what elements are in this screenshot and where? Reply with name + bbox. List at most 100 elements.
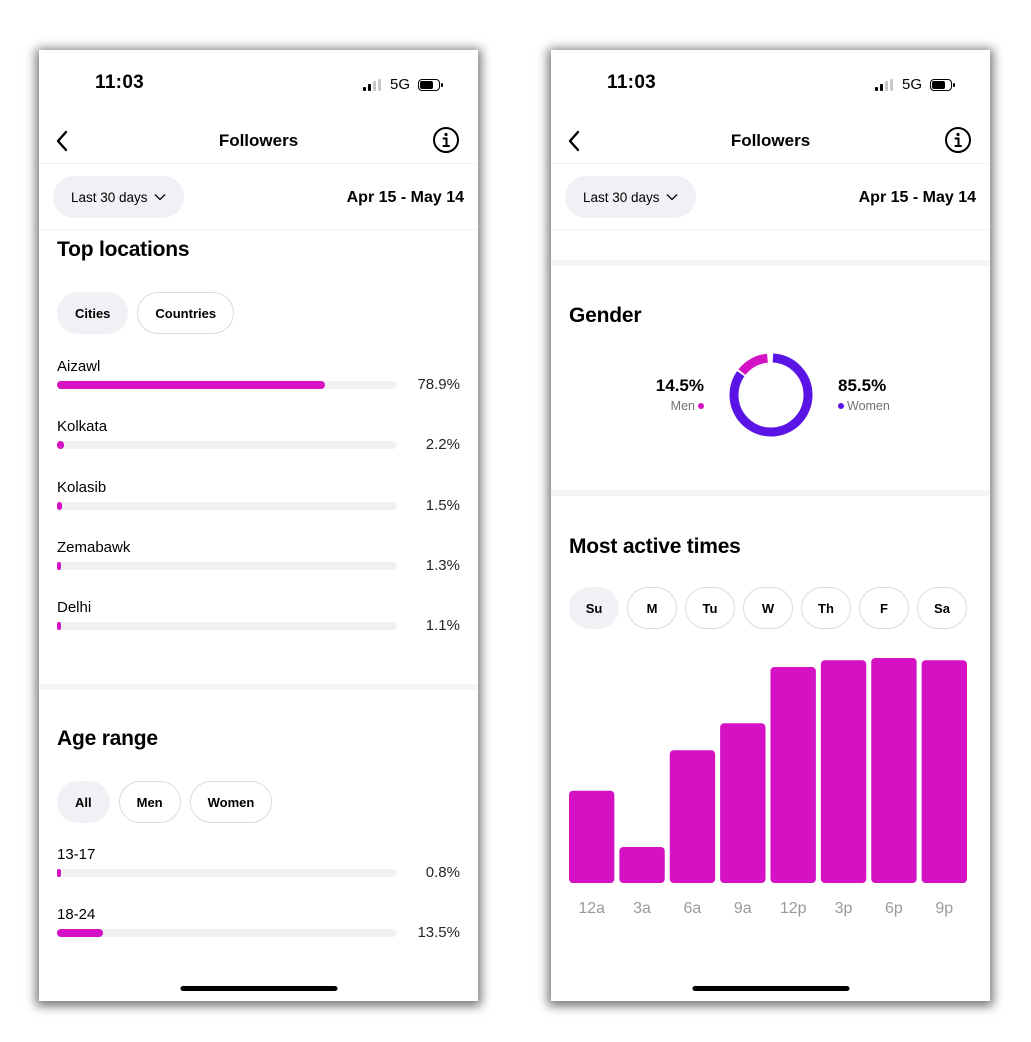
women-legend: Women (838, 399, 890, 413)
progress-track (57, 441, 397, 450)
tab-women[interactable]: Women (189, 781, 273, 823)
progress-fill (57, 869, 61, 877)
gender-donut (729, 353, 813, 437)
age-list: 13-17 0.8% 18-24 13.5% (57, 846, 460, 967)
page-title: Followers (730, 131, 811, 150)
bar-9p (921, 660, 967, 883)
day-th[interactable]: Th (801, 587, 851, 629)
nav-bar: Followers (551, 120, 990, 164)
age-percent: 13.5% (417, 924, 460, 942)
day-w[interactable]: W (743, 587, 793, 629)
tab-cities[interactable]: Cities (57, 292, 129, 334)
day-sa[interactable]: Sa (917, 587, 967, 629)
progress-track (57, 869, 397, 877)
section-divider (551, 260, 990, 266)
phone-screen-left: 11:03 5G Followers Last 30 days Apr 15 -… (39, 50, 478, 1001)
day-m[interactable]: M (627, 587, 677, 629)
status-bar: 11:03 5G (39, 50, 478, 116)
x-tick-label: 9a (734, 900, 752, 917)
top-locations-title: Top locations (57, 238, 190, 261)
info-icon (945, 127, 971, 153)
tab-countries[interactable]: Countries (137, 292, 235, 334)
day-selector: Su M Tu W Th F Sa (569, 587, 967, 629)
day-f[interactable]: F (859, 587, 909, 629)
age-bracket: 18-24 (57, 906, 96, 924)
location-percent: 2.2% (425, 436, 460, 454)
women-color-dot (838, 403, 844, 409)
men-legend: Men (671, 399, 704, 413)
tab-all[interactable]: All (57, 781, 110, 823)
chevron-down-icon (666, 194, 678, 201)
bar-3p (820, 660, 867, 883)
most-active-times-title: Most active times (569, 535, 741, 558)
progress-track (57, 622, 397, 631)
period-label: Last 30 days (71, 189, 148, 205)
bar-12p (770, 667, 816, 883)
info-button[interactable] (432, 126, 460, 154)
men-label: Men (670, 399, 695, 413)
home-indicator[interactable] (692, 986, 849, 991)
location-list: Aizawl 78.9% Kolkata 2.2% Kolasib 1.5% Z… (57, 358, 460, 659)
filter-row: Last 30 days Apr 15 - May 14 (551, 166, 990, 230)
men-color-dot (698, 403, 704, 409)
location-name: Aizawl (57, 358, 101, 375)
chevron-down-icon (154, 194, 166, 201)
signal-icon (874, 78, 893, 91)
progress-fill (57, 381, 326, 389)
bar-6a (669, 750, 716, 883)
day-tu[interactable]: Tu (685, 587, 735, 629)
status-time: 11:03 (95, 72, 145, 93)
active-times-chart: 12a 3a 6a 9a 12p 3p 6p 9p (569, 658, 967, 917)
age-percent: 0.8% (425, 864, 460, 881)
women-percent: 85.5% (838, 376, 887, 395)
network-label: 5G (389, 76, 410, 93)
list-item: Aizawl 78.9% (57, 358, 460, 418)
location-percent: 1.1% (425, 617, 460, 635)
back-button[interactable] (47, 126, 77, 156)
date-range: Apr 15 - May 14 (346, 189, 464, 206)
x-tick-label: 12p (780, 900, 807, 917)
x-tick-label: 3p (835, 900, 853, 917)
tab-men[interactable]: Men (118, 781, 181, 823)
date-range: Apr 15 - May 14 (858, 189, 976, 206)
period-label: Last 30 days (583, 189, 660, 205)
location-tabs: Cities Countries (57, 292, 235, 334)
age-bracket: 13-17 (57, 846, 96, 863)
chevron-left-icon (56, 130, 68, 152)
gender-chart: 14.5% Men 85.5% Women (551, 348, 990, 448)
location-percent: 78.9% (417, 376, 460, 393)
nav-bar: Followers (39, 120, 478, 164)
period-dropdown[interactable]: Last 30 days (565, 176, 696, 218)
x-tick-label: 6a (684, 900, 702, 917)
x-tick-label: 6p (885, 900, 903, 917)
filter-row: Last 30 days Apr 15 - May 14 (39, 166, 478, 230)
progress-track (57, 501, 397, 510)
progress-track (57, 929, 397, 938)
age-range-title: Age range (57, 727, 158, 750)
day-su[interactable]: Su (569, 587, 619, 629)
bar-9a (720, 723, 766, 883)
x-tick-label: 9p (935, 900, 953, 917)
info-button[interactable] (944, 126, 972, 154)
progress-fill (57, 501, 63, 510)
period-dropdown[interactable]: Last 30 days (53, 176, 184, 218)
age-tabs: All Men Women (57, 781, 273, 823)
home-indicator[interactable] (180, 986, 337, 991)
bar-12a (569, 790, 615, 883)
bar-3a (619, 847, 665, 883)
progress-track (57, 381, 397, 389)
progress-fill (57, 929, 103, 938)
list-item: Delhi 1.1% (57, 599, 460, 659)
progress-track (57, 561, 397, 570)
bar-6p (871, 658, 917, 883)
back-button[interactable] (559, 126, 589, 156)
status-bar: 11:03 5G (551, 50, 990, 116)
location-percent: 1.5% (425, 496, 460, 514)
signal-icon (362, 78, 381, 91)
phone-screen-right: 11:03 5G Followers Last 30 days Apr 15 -… (551, 50, 990, 1001)
gender-title: Gender (569, 304, 642, 327)
info-icon (433, 127, 459, 153)
status-indicators: 5G (874, 76, 955, 93)
women-label: Women (847, 399, 890, 413)
section-divider (39, 684, 478, 690)
